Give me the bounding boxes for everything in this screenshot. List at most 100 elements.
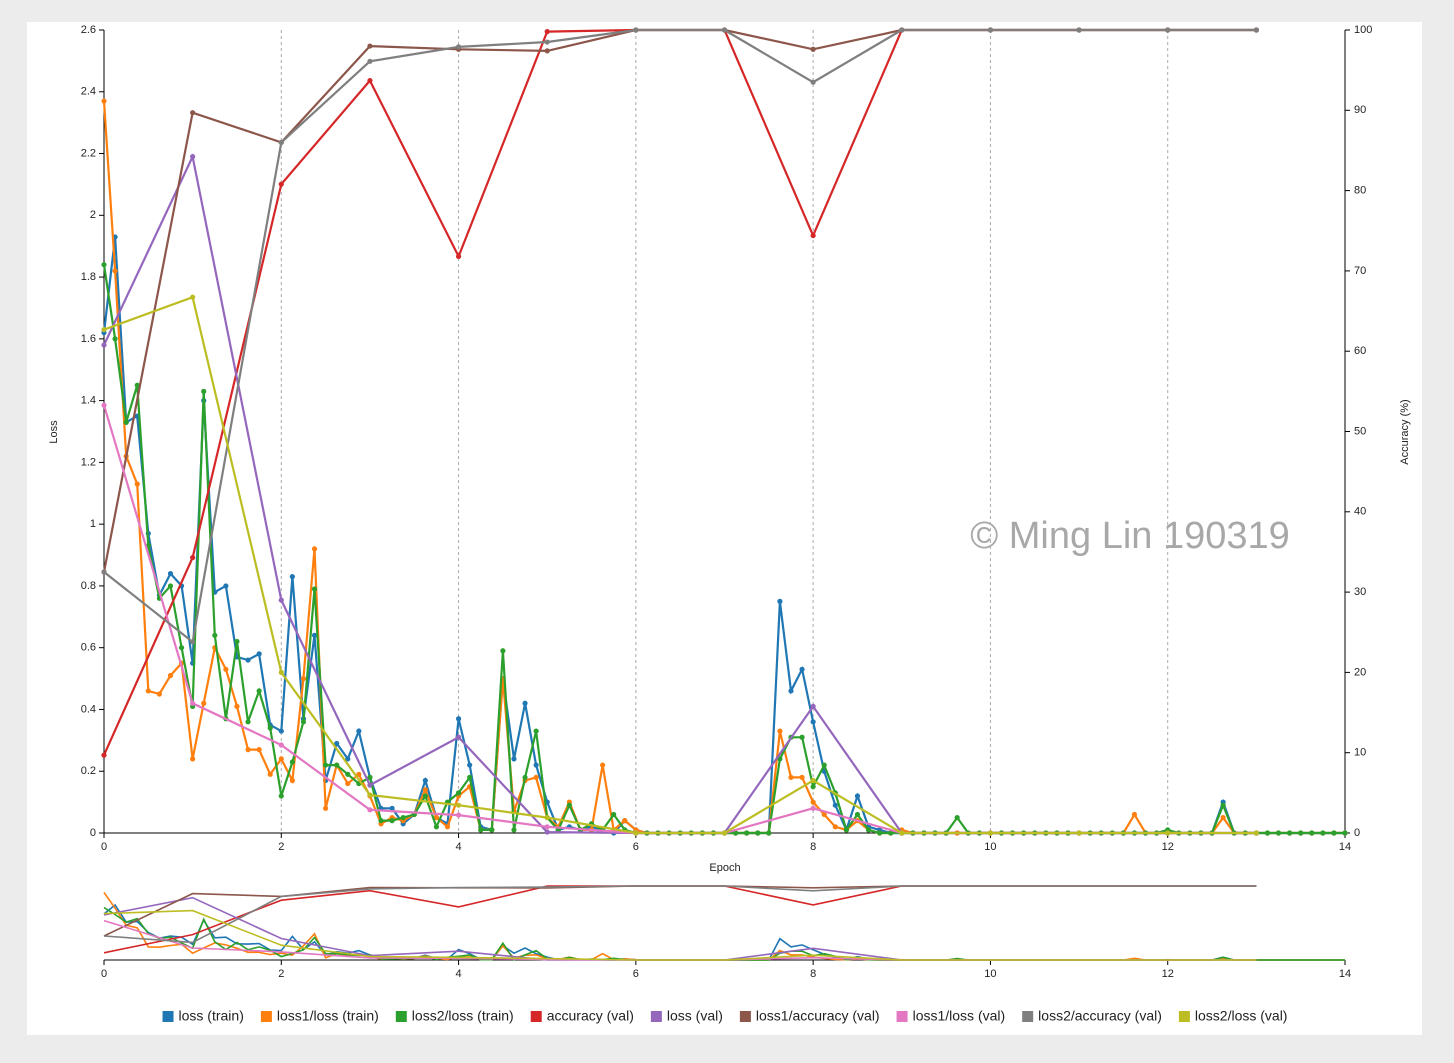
data-point [278, 756, 284, 762]
data-point [1131, 811, 1138, 818]
data-point [810, 703, 816, 709]
data-point [1165, 830, 1171, 836]
data-point [356, 728, 362, 734]
legend-swatch [1022, 1011, 1034, 1022]
data-point [544, 814, 550, 821]
data-point [566, 802, 572, 808]
data-point [190, 110, 196, 116]
legend-item[interactable]: loss2/accuracy (val) [1022, 1008, 1162, 1024]
data-point [455, 716, 462, 722]
data-point [367, 807, 373, 813]
data-point [389, 818, 395, 824]
data-point [1253, 830, 1259, 836]
data-point [1309, 830, 1315, 836]
data-point [278, 728, 284, 734]
data-point [1076, 830, 1082, 836]
data-point [300, 719, 307, 725]
legend-label: loss1/loss (val) [913, 1008, 1006, 1024]
data-point [899, 830, 905, 836]
data-point [1275, 830, 1282, 836]
data-point [234, 703, 240, 709]
data-point [190, 700, 196, 706]
data-point [766, 830, 772, 836]
data-point [788, 688, 794, 694]
data-point [533, 762, 539, 768]
legend-item[interactable]: loss1/accuracy (val) [739, 1008, 880, 1024]
data-point [433, 824, 440, 830]
data-point [455, 802, 462, 808]
data-point [101, 752, 107, 758]
data-point [489, 827, 495, 833]
data-point [1286, 830, 1293, 836]
data-point [267, 771, 273, 777]
data-point [256, 651, 262, 657]
data-point [511, 756, 517, 762]
data-point [810, 777, 816, 784]
legend-swatch [1178, 1011, 1190, 1022]
legend-item[interactable]: loss1/loss (val) [896, 1008, 1006, 1024]
series-line [103, 295, 1257, 835]
y-tick-label: 2 [90, 209, 96, 221]
data-point [234, 638, 240, 645]
data-point [544, 829, 550, 835]
data-point [334, 740, 340, 747]
data-point [455, 812, 462, 818]
x-tick-label: 12 [1162, 841, 1174, 853]
x-axis-label: Epoch [709, 862, 740, 874]
data-point [256, 747, 262, 753]
data-point [300, 675, 307, 682]
data-point [134, 481, 140, 487]
y2-tick-label: 90 [1354, 104, 1366, 116]
x-tick-label: 14 [1339, 968, 1351, 980]
x-tick-label: 8 [810, 968, 816, 980]
legend-item[interactable]: loss2/loss (val) [1178, 1008, 1288, 1024]
legend-item[interactable]: loss (train) [162, 1008, 244, 1024]
data-point [334, 762, 340, 768]
legend-item[interactable]: loss2/loss (train) [395, 1008, 514, 1024]
data-point [367, 77, 373, 84]
data-point [278, 742, 284, 748]
data-point [422, 787, 428, 793]
data-point [156, 691, 163, 697]
data-point [467, 774, 473, 781]
data-point [777, 728, 783, 734]
legend-label: loss (val) [667, 1008, 723, 1024]
data-point [478, 827, 484, 833]
data-point [1298, 830, 1304, 836]
data-point [167, 570, 174, 577]
y-tick-label: 1.2 [81, 456, 96, 468]
y-tick-label: 0.2 [81, 765, 96, 777]
data-point [367, 792, 373, 798]
legend-item[interactable]: loss (val) [650, 1008, 723, 1024]
data-point [810, 232, 816, 239]
y2-tick-label: 20 [1354, 666, 1366, 678]
legend-item[interactable]: accuracy (val) [530, 1008, 634, 1024]
data-point [444, 824, 451, 830]
data-point [744, 830, 750, 836]
data-point [101, 402, 107, 408]
data-point [190, 639, 196, 645]
legend-swatch [395, 1011, 407, 1022]
data-point [788, 774, 794, 781]
data-point [201, 388, 207, 394]
data-point [511, 827, 517, 833]
data-point [987, 830, 994, 836]
data-point [832, 824, 838, 830]
data-point [145, 688, 151, 694]
data-point [633, 830, 639, 836]
y2-tick-label: 30 [1354, 586, 1366, 598]
data-point [112, 336, 118, 342]
data-point [522, 700, 528, 706]
data-point [311, 546, 318, 552]
x-tick-label: 10 [984, 841, 996, 853]
x-tick-label: 12 [1162, 968, 1174, 980]
legend-item[interactable]: loss1/loss (train) [260, 1008, 379, 1024]
data-point [1165, 27, 1171, 33]
data-point [843, 827, 849, 833]
data-point [101, 262, 107, 268]
data-point [289, 574, 295, 580]
legend-swatch [650, 1011, 662, 1022]
data-point [345, 771, 351, 777]
data-point [167, 672, 174, 679]
